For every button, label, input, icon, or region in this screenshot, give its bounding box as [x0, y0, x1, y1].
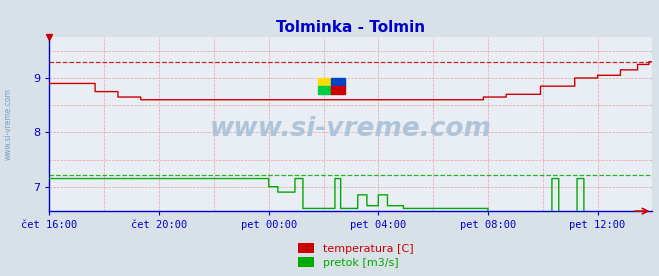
Text: www.si-vreme.com: www.si-vreme.com: [4, 88, 13, 160]
Bar: [318, 78, 331, 86]
Text: www.si-vreme.com: www.si-vreme.com: [210, 116, 492, 142]
Title: Tolminka - Tolmin: Tolminka - Tolmin: [276, 20, 426, 35]
Bar: [318, 86, 331, 94]
Bar: [331, 78, 345, 86]
Legend: temperatura [C], pretok [m3/s]: temperatura [C], pretok [m3/s]: [298, 243, 414, 268]
Bar: [331, 86, 345, 94]
